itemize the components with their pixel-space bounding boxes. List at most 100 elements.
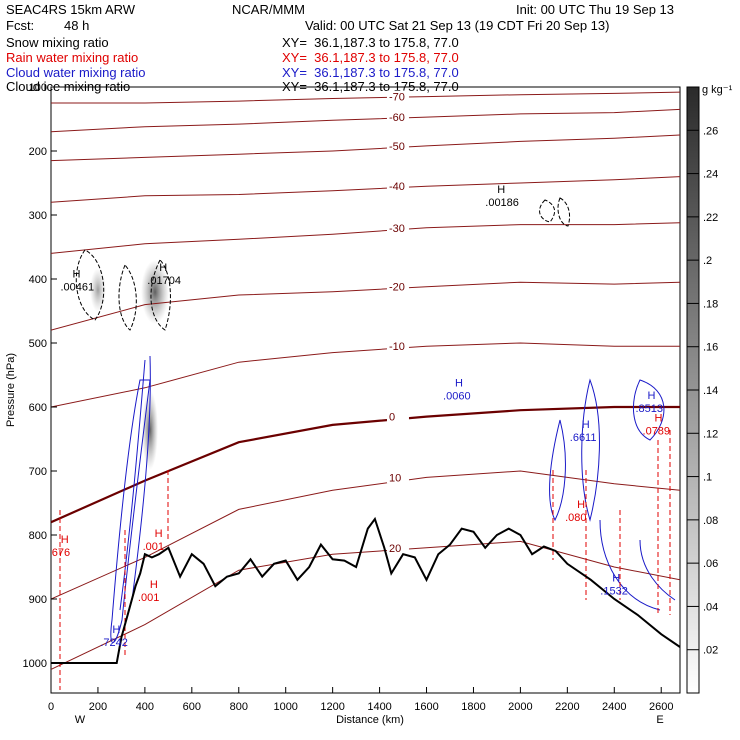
cloud-ice-contour <box>539 199 556 223</box>
max-value-label: .01704 <box>147 275 181 287</box>
y-tick-label: 700 <box>29 466 47 478</box>
isotherm-label: -50 <box>389 141 405 153</box>
isotherm-line <box>51 470 680 600</box>
colorbar-tick-label: .18 <box>703 298 718 310</box>
field-xy-rain: XY= 36.1,187.3 to 175.8, 77.0 <box>282 50 459 65</box>
y-tick-label: 500 <box>29 338 47 350</box>
isotherm-line <box>51 222 680 254</box>
isotherm-label: -40 <box>389 181 405 193</box>
cloud-ice-contour <box>557 197 571 227</box>
x-tick-label: 400 <box>136 701 154 713</box>
isotherm-label-bg <box>386 410 409 423</box>
x-tick-label: 600 <box>183 701 201 713</box>
x-tick-label: 1200 <box>320 701 344 713</box>
field-name-rain: Rain water mixing ratio <box>6 50 139 65</box>
y-tick-label: 400 <box>29 274 47 286</box>
max-marker: H <box>72 269 80 281</box>
max-marker: H <box>577 499 585 511</box>
cloud-ice-contour <box>118 264 137 331</box>
west-end-label: W <box>75 714 86 726</box>
isotherm-label: 10 <box>389 472 401 484</box>
y-tick-label: 100 <box>29 82 47 94</box>
max-value-label: .001 <box>143 541 164 553</box>
x-tick-label: 800 <box>230 701 248 713</box>
max-value-label: .0060 <box>443 390 471 402</box>
max-value-label: .080 <box>565 512 586 524</box>
max-value-label: .8513 <box>635 403 663 415</box>
isotherm-label: 0 <box>389 412 395 424</box>
max-marker: H <box>155 528 163 540</box>
max-value-label: .001 <box>138 592 159 604</box>
max-marker: H <box>582 419 590 431</box>
x-tick-label: 1400 <box>367 701 391 713</box>
colorbar-tick-label: .12 <box>703 428 718 440</box>
x-tick-label: 2400 <box>602 701 626 713</box>
init-label: Init: 00 UTC Thu 19 Sep 13 <box>516 2 675 17</box>
y-tick-label: 200 <box>29 146 47 158</box>
max-marker: H <box>112 624 120 636</box>
fcst-label: Fcst: <box>6 18 35 33</box>
valid-label: Valid: 00 UTC Sat 21 Sep 13 (19 CDT Fri … <box>305 18 610 33</box>
x-axis-label: Distance (km) <box>336 714 404 726</box>
isotherm-line <box>51 342 680 408</box>
y-axis-label: Pressure (hPa) <box>5 353 17 427</box>
x-tick-label: 2600 <box>649 701 673 713</box>
max-marker: H <box>159 262 167 274</box>
isotherm-label-bg <box>386 90 409 103</box>
cloud-water-contour <box>581 378 600 522</box>
isotherm-label-bg <box>386 340 409 353</box>
isotherm-label: 20 <box>389 543 401 555</box>
x-tick-label: 2000 <box>508 701 532 713</box>
cloud-water-contour <box>599 519 661 611</box>
colorbar-tick-label: .1 <box>703 472 712 484</box>
center-label: NCAR/MMM <box>232 2 305 17</box>
max-marker: H <box>150 579 158 591</box>
isotherm-line <box>51 405 680 524</box>
isotherm-line <box>51 108 680 133</box>
fcst-value: 48 h <box>64 18 90 33</box>
terrain-line <box>51 516 680 664</box>
isotherm-label-bg <box>386 280 409 293</box>
isotherm-label: -10 <box>389 341 405 353</box>
cloud-ice-contour <box>150 259 171 331</box>
isotherm-label: -70 <box>389 92 405 104</box>
cloud-water-contour <box>131 355 151 601</box>
isotherm-label-bg <box>386 139 409 152</box>
isotherm-label-bg <box>386 471 409 484</box>
x-tick-label: 1800 <box>461 701 485 713</box>
y-tick-label: 1000 <box>23 658 47 670</box>
isotherm-line <box>51 91 680 104</box>
x-tick-label: 200 <box>89 701 107 713</box>
east-end-label: E <box>656 714 663 726</box>
max-value-label: .7242 <box>100 637 128 649</box>
model-label: SEAC4RS 15km ARW <box>6 2 136 17</box>
colorbar-tick-label: .24 <box>703 169 718 181</box>
max-marker: H <box>61 534 69 546</box>
y-tick-label: 600 <box>29 402 47 414</box>
isotherm-label-bg <box>386 180 409 193</box>
ice-shading-blob <box>90 268 106 312</box>
isotherm-line <box>51 134 680 162</box>
x-tick-label: 1000 <box>273 701 297 713</box>
cloud-water-contour <box>639 539 676 601</box>
colorbar-tick-label: .22 <box>703 212 718 224</box>
max-value-label: .00461 <box>60 282 94 294</box>
max-value-label: .0789 <box>643 426 671 438</box>
max-marker: H <box>455 377 463 389</box>
x-tick-label: 2200 <box>555 701 579 713</box>
colorbar-tick-label: .16 <box>703 342 718 354</box>
ice-shading-blob <box>141 260 169 324</box>
cloud-water-contour <box>632 379 665 441</box>
colorbar-unit: g kg⁻¹ <box>702 84 733 96</box>
colorbar-tick-label: .14 <box>703 385 718 397</box>
cloud-ice-contour <box>75 249 105 321</box>
cloud-water-contour <box>119 359 146 611</box>
cloud-water-contour <box>549 419 566 522</box>
isotherm-label: -30 <box>389 223 405 235</box>
isotherm-label-bg <box>386 111 409 124</box>
max-value-label: .00186 <box>485 197 519 209</box>
max-value-label: .676 <box>49 547 70 559</box>
field-xy-snow: XY= 36.1,187.3 to 175.8, 77.0 <box>282 35 459 50</box>
max-marker: H <box>655 413 663 425</box>
x-tick-label: 1600 <box>414 701 438 713</box>
